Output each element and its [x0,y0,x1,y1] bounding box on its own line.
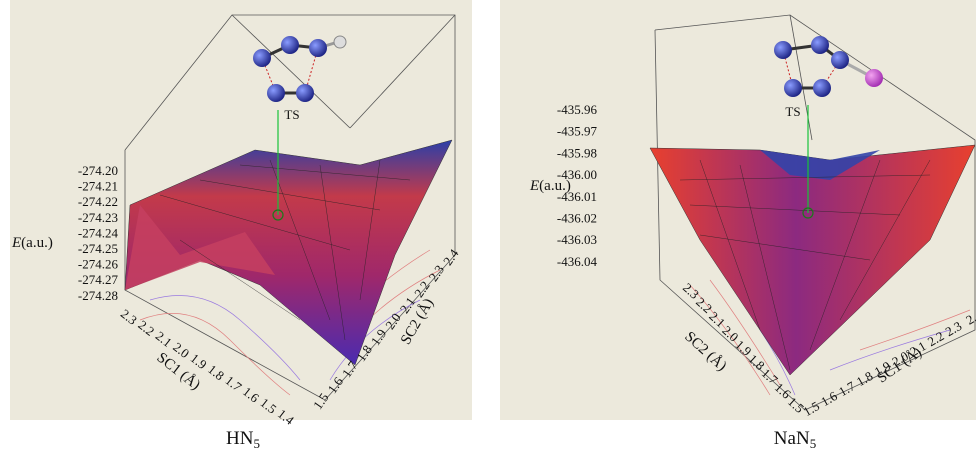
z-tick-label: -274.24 [78,225,119,240]
caption-sub: 5 [253,436,260,451]
energy-label: E(a.u.) [11,235,53,251]
z-tick-label: -274.25 [78,241,118,256]
z-tick-label: -436.02 [557,210,597,225]
z-tick-label: -435.98 [557,145,597,160]
z-tick-label: -274.21 [78,179,118,194]
z-tick-label: -436.00 [557,167,597,182]
z-tick-label: -274.28 [78,288,118,303]
z-tick-label: -274.27 [78,272,119,287]
energy-symbol: E [529,178,539,194]
z-tick-label: -436.01 [557,189,597,204]
z-tick-label: -435.97 [557,124,598,139]
z-tick-label: -274.22 [78,194,118,209]
caption-base: NaN [774,428,810,449]
energy-symbol: E [11,235,21,251]
z-tick-label: -274.23 [78,210,118,225]
z-tick-label: -436.04 [557,254,598,269]
ts-label: TS [785,104,800,119]
z-tick-label: -435.96 [557,102,598,117]
caption: NaN5 [774,428,816,451]
z-tick-label: -436.03 [557,232,597,247]
figure: HN5E(a.u.)TS-274.20-274.21-274.22-274.23… [0,0,976,455]
z-tick-label: -274.26 [78,257,119,272]
ts-label: TS [284,107,299,122]
caption: HN5 [226,428,260,451]
z-tick-label: -274.20 [78,163,118,178]
caption-base: HN [226,428,254,449]
caption-sub: 5 [810,436,817,451]
energy-unit: (a.u.) [21,235,53,251]
